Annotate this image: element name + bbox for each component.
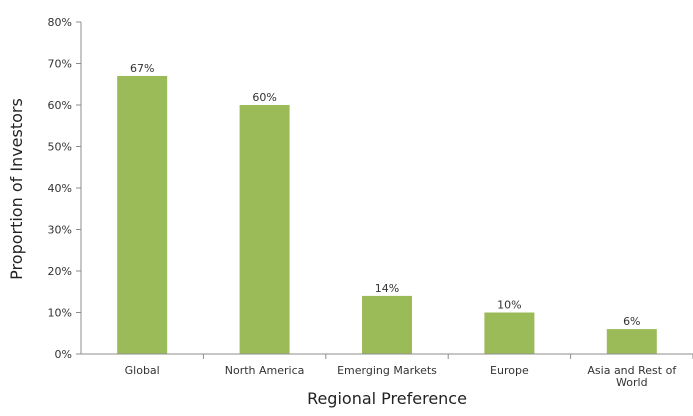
y-tick-label: 80% [48,16,72,29]
data-label: 14% [375,282,399,295]
bar [239,105,290,354]
x-axis-title: Regional Preference [307,389,467,408]
bar [117,75,168,354]
labels-layer: 0% 10% 20% 30% 40% 50% 60% 70% 80% 67% Global 60% No… [48,16,678,389]
x-tick-label: Global [125,364,160,377]
y-tick-label: 20% [48,265,72,278]
data-label: 67% [130,62,154,75]
data-label: 60% [252,91,276,104]
data-label: 10% [497,299,521,312]
y-tick-label: 70% [48,58,72,71]
x-tick-label: Asia and Rest of World [587,364,677,389]
y-tick-label: 0% [55,348,72,361]
bar [606,329,657,354]
y-tick-label: 50% [48,141,72,154]
bar [362,295,412,354]
y-tick-label: 60% [48,99,72,112]
y-axis-title: Proportion of Investors [7,98,26,280]
bars-layer [117,75,657,354]
x-tick-label: North America [225,364,305,377]
y-tick-label: 10% [48,307,72,320]
x-tick-label: Europe [490,364,529,377]
axes-layer [76,21,693,359]
y-tick-label: 40% [48,182,72,195]
y-tick-label: 30% [48,224,72,237]
x-tick-label: Emerging Markets [337,364,437,377]
bar [484,312,535,354]
data-label: 6% [623,315,640,328]
